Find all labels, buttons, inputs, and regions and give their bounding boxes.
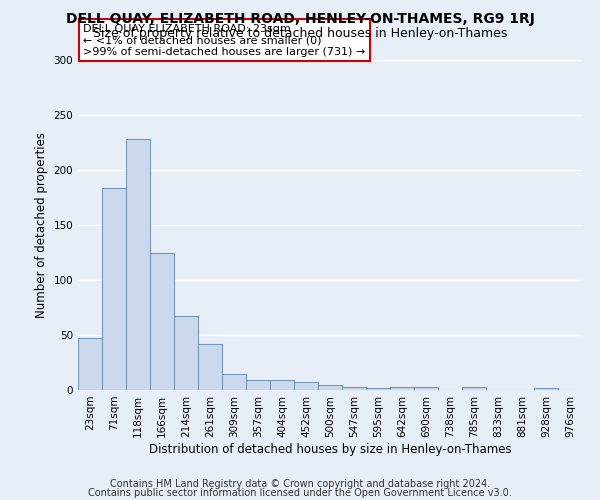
Text: Contains HM Land Registry data © Crown copyright and database right 2024.: Contains HM Land Registry data © Crown c…: [110, 479, 490, 489]
Text: DELL QUAY ELIZABETH ROAD: 23sqm
← <1% of detached houses are smaller (0)
>99% of: DELL QUAY ELIZABETH ROAD: 23sqm ← <1% of…: [83, 24, 365, 56]
Text: DELL QUAY, ELIZABETH ROAD, HENLEY-ON-THAMES, RG9 1RJ: DELL QUAY, ELIZABETH ROAD, HENLEY-ON-THA…: [65, 12, 535, 26]
Bar: [366, 388, 390, 390]
Bar: [390, 386, 414, 390]
Bar: [414, 386, 438, 390]
Bar: [270, 380, 294, 390]
Bar: [462, 386, 486, 390]
Bar: [126, 139, 150, 390]
Bar: [174, 316, 198, 390]
Y-axis label: Number of detached properties: Number of detached properties: [35, 132, 48, 318]
X-axis label: Distribution of detached houses by size in Henley-on-Thames: Distribution of detached houses by size …: [149, 442, 511, 456]
Bar: [342, 386, 366, 390]
Bar: [102, 188, 126, 390]
Bar: [150, 252, 174, 390]
Bar: [78, 338, 102, 390]
Bar: [246, 380, 270, 390]
Text: Size of property relative to detached houses in Henley-on-Thames: Size of property relative to detached ho…: [93, 28, 507, 40]
Bar: [198, 344, 222, 390]
Bar: [318, 384, 342, 390]
Bar: [534, 388, 558, 390]
Bar: [294, 382, 318, 390]
Bar: [222, 374, 246, 390]
Text: Contains public sector information licensed under the Open Government Licence v3: Contains public sector information licen…: [88, 488, 512, 498]
